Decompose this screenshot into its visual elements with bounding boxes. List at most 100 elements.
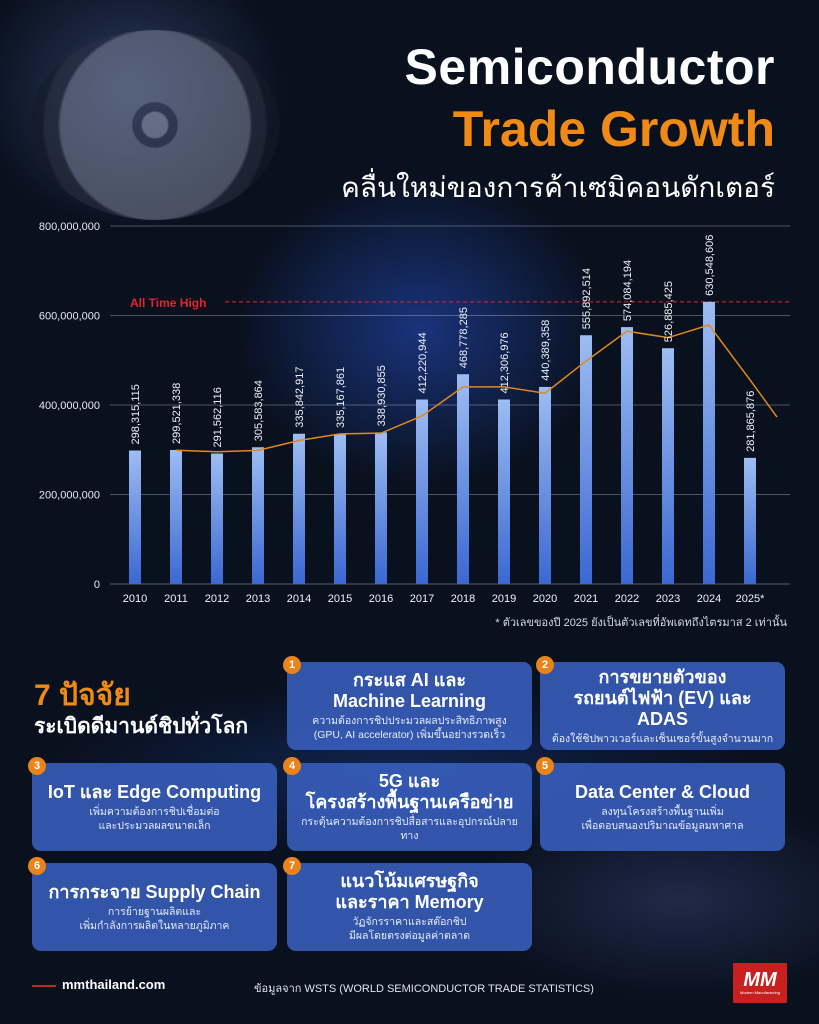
factor-description: วัฏจักรราคาและสต๊อกชิป มีผลโดยตรงต่อมูลค่… [349, 915, 470, 943]
factor-title: แนวโน้มเศรษฐกิจ และราคา Memory [335, 871, 483, 913]
bar-value-label: 440,389,358 [540, 320, 552, 381]
factor-number-badge: 5 [536, 757, 554, 775]
factor-title-line: การกระจาย Supply Chain [48, 881, 261, 902]
y-tick-label: 200,000,000 [39, 490, 100, 502]
factor-title-line: 5G และ [378, 771, 441, 791]
factor-card: 2 การขยายตัวของ รถยนต์ไฟฟ้า (EV) และ ADAS… [536, 656, 785, 750]
factor-description: ความต้องการชิปประมวลผลประสิทธิภาพสูง (GPU… [312, 714, 506, 742]
bar-value-label: 335,167,861 [335, 367, 347, 428]
factor-card: 4 5G และ โครงสร้างพื้นฐานเครือข่าย กระตุ้… [283, 757, 532, 851]
x-tick-label: 2012 [205, 593, 229, 605]
factor-title: การกระจาย Supply Chain [48, 882, 260, 903]
logo-subtext: Modern Manufacturing [739, 990, 781, 995]
factor-description-line: การย้ายฐานผลิตและ [107, 905, 202, 918]
x-tick-label: 2019 [492, 593, 516, 605]
bar [129, 450, 141, 584]
title-line-1: Semiconductor [404, 39, 775, 95]
x-tick-label: 2024 [697, 593, 721, 605]
bar-value-label: 305,583,864 [253, 380, 265, 441]
bar [539, 386, 551, 584]
title-line-2: Trade Growth [452, 101, 775, 157]
factors-subheading: ระเบิดดีมานด์ชิปทั่วโลก [34, 715, 249, 738]
divider-line [32, 985, 56, 987]
bar-value-label: 412,306,976 [499, 332, 511, 393]
factor-description: การย้ายฐานผลิตและ เพิ่มกำลังการผลิตในหลาย… [80, 905, 230, 933]
chart-footnote: * ตัวเลขของปี 2025 ยังเป็นตัวเลขที่อัพเด… [495, 617, 787, 629]
factor-description-line: มีผลโดยตรงต่อมูลค่าตลาด [348, 930, 471, 942]
factor-title-line: Data Center & Cloud [574, 781, 751, 802]
y-tick-label: 600,000,000 [39, 311, 100, 323]
factor-description: กระตุ้นความต้องการชิปสื่อสารและอุปกรณ์ปล… [293, 815, 526, 843]
mm-logo: MM Modern Manufacturing [733, 963, 787, 1003]
bar-value-label: 291,562,116 [212, 387, 224, 447]
factors-heading: 7 ปัจจัย [34, 679, 131, 712]
factor-title-line: และราคา Memory [335, 892, 484, 912]
x-tick-label: 2013 [246, 593, 270, 605]
factor-number-badge: 7 [283, 857, 301, 875]
bar-value-label: 281,865,876 [745, 391, 757, 452]
x-tick-label: 2015 [328, 593, 352, 605]
factor-description: เพิ่มความต้องการชิปเชื่อมต่อ และประมวลผลข… [89, 805, 219, 833]
factor-description-line: เพิ่มกำลังการผลิตในหลายภูมิภาค [79, 919, 230, 932]
bar [498, 399, 510, 584]
factor-title-line: รถยนต์ไฟฟ้า (EV) และ ADAS [573, 687, 752, 729]
bar [662, 348, 674, 584]
bar-value-label: 630,548,606 [704, 235, 716, 296]
bar-value-label: 335,842,917 [294, 367, 306, 428]
factor-number-badge: 4 [283, 757, 301, 775]
x-tick-label: 2011 [164, 593, 188, 605]
bar-chart: 0 200,000,000 400,000,000 600,000,000 800,00… [39, 221, 790, 605]
bar [621, 327, 633, 584]
x-tick-label: 2022 [615, 593, 639, 605]
factor-description-line: เพิ่มความต้องการชิปเชื่อมต่อ [89, 805, 220, 818]
factor-title-line: กระแส AI และ [352, 670, 467, 690]
x-tick-label: 2018 [451, 593, 475, 605]
factor-number-badge: 6 [28, 857, 46, 875]
logo-text: MM [743, 969, 777, 991]
site-name: mmthailand.com [62, 977, 166, 992]
factor-title-line: โครงสร้างพื้นฐานเครือข่าย [305, 792, 514, 812]
all-time-high-label: All Time High [130, 296, 206, 310]
factor-description-line: เพื่อตอบสนองปริมาณข้อมูลมหาศาล [581, 819, 744, 832]
factor-title-line: Machine Learning [332, 691, 487, 711]
factor-title: การขยายตัวของ รถยนต์ไฟฟ้า (EV) และ ADAS [546, 667, 779, 730]
bar-value-label: 299,521,338 [171, 383, 183, 444]
y-tick-label: 800,000,000 [39, 221, 100, 233]
bar-value-label: 526,885,425 [663, 281, 675, 342]
factor-description: ลงทุนโครงสร้างพื้นฐานเพิ่ม เพื่อตอบสนองปร… [581, 805, 743, 833]
factor-card: 1 กระแส AI และ Machine Learning ความต้องก… [283, 656, 532, 750]
bar-value-label: 412,220,944 [417, 332, 429, 393]
factor-title: Data Center & Cloud [575, 782, 750, 803]
bar [252, 447, 264, 584]
bar [580, 335, 592, 584]
bar [334, 434, 346, 584]
factor-number-badge: 3 [28, 757, 46, 775]
factor-card: 7 แนวโน้มเศรษฐกิจ และราคา Memory วัฏจักรร… [283, 857, 532, 951]
factor-card: 6 การกระจาย Supply Chain การย้ายฐานผลิตแ… [28, 857, 277, 951]
factor-description-line: และประมวลผลขนาดเล็ก [98, 819, 211, 832]
factor-description-line: ความต้องการชิปประมวลผลประสิทธิภาพสูง [312, 715, 507, 727]
bar-value-label: 298,315,115 [130, 384, 142, 444]
factor-description: ต้องใช้ชิปพาวเวอร์และเซ็นเซอร์ขั้นสูงจำน… [552, 732, 773, 746]
bar [170, 449, 182, 584]
x-tick-label: 2025* [736, 593, 765, 605]
bar [703, 301, 715, 584]
x-tick-label: 2020 [533, 593, 557, 605]
bar-value-label: 574,084,194 [622, 260, 634, 321]
wafer-background-image [30, 30, 280, 220]
bar-value-label: 338,930,855 [376, 365, 388, 426]
bar [293, 433, 305, 584]
factor-title: กระแส AI และ Machine Learning [333, 670, 486, 712]
y-tick-label: 0 [94, 579, 100, 591]
bar-value-label: 468,778,285 [458, 307, 470, 368]
bar [416, 399, 428, 584]
factor-description-line: ต้องใช้ชิปพาวเวอร์และเซ็นเซอร์ขั้นสูงจำน… [551, 732, 774, 745]
bar [457, 374, 469, 584]
factor-title-line: การขยายตัวของ [598, 666, 727, 687]
factor-description-line: (GPU, AI accelerator) เพิ่มขึ้นอย่างรวดเ… [313, 729, 506, 741]
factor-number-badge: 1 [283, 656, 301, 674]
bar [744, 457, 756, 584]
factor-description-line: กระตุ้นความต้องการชิปสื่อสารและอุปกรณ์ปล… [301, 816, 518, 842]
factor-card: 5 Data Center & Cloud ลงทุนโครงสร้างพื้น… [536, 757, 785, 851]
x-tick-label: 2016 [369, 593, 393, 605]
